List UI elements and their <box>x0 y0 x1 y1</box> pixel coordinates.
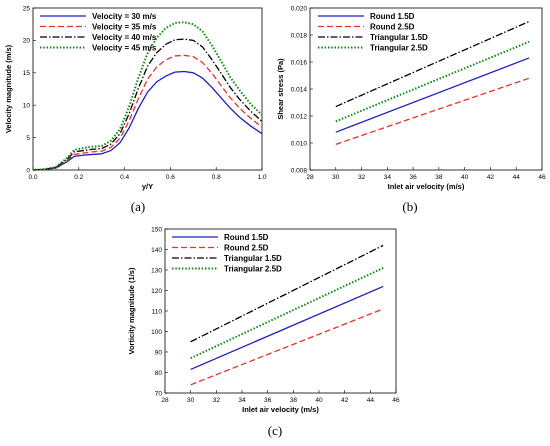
series-line-3 <box>190 244 384 343</box>
series-line-2 <box>335 77 530 145</box>
legend-label-3: Triangular 1.5D <box>224 254 282 263</box>
x-tick-label: 28 <box>306 174 314 181</box>
y-tick-label: 20 <box>23 38 31 45</box>
x-tick-label: 42 <box>341 397 349 404</box>
x-tick-label: 30 <box>332 174 340 181</box>
chart-caption: (c) <box>268 423 282 438</box>
chart-b-shear-stress: 28 30 32 34 36 38 40 42 44 46 0.008 0.010 0.012 0.014… <box>276 5 546 214</box>
y-tick-label: 80 <box>155 370 163 377</box>
y-tick-label: 120 <box>151 288 162 295</box>
chart-caption: (b) <box>402 199 417 214</box>
legend-label-2: Round 2.5D <box>370 23 415 32</box>
y-axis-label: Velocity magnitude (m/s) <box>4 44 13 133</box>
x-tick-label: 40 <box>461 174 469 181</box>
x-tick-label: 28 <box>161 397 169 404</box>
y-tick-label: 0.018 <box>291 32 308 39</box>
legend-label-4: Triangular 2.5D <box>224 265 282 274</box>
chart-c-vorticity: 28 30 32 34 36 38 40 42 44 46 70 80 90 100 110 120 130 14… <box>127 226 400 438</box>
y-tick-label: 0.014 <box>291 86 308 93</box>
x-tick-label: 32 <box>358 174 366 181</box>
y-tick-label: 110 <box>152 308 163 315</box>
plot-frame <box>32 7 263 171</box>
x-tick-label: 40 <box>315 397 323 404</box>
x-tick-label: 34 <box>384 174 392 181</box>
x-tick-label: 36 <box>409 174 417 181</box>
x-tick-label: 38 <box>290 397 298 404</box>
y-tick-label: 5 <box>26 135 30 142</box>
series-line-3 <box>335 20 530 108</box>
series-line-1 <box>335 57 530 133</box>
x-axis-label: y/Y <box>142 182 153 191</box>
series-line-4 <box>335 40 530 123</box>
x-axis-label: Inlet air velocity (m/s) <box>388 182 465 191</box>
series-line-4 <box>190 267 384 360</box>
x-tick-label: 34 <box>238 397 246 404</box>
y-tick-label: 0.020 <box>291 5 308 12</box>
y-tick-label: 0.016 <box>291 59 308 66</box>
x-tick-label: 46 <box>392 397 400 404</box>
chart-a-velocity-profile: 0.0 0.2 0.4 0.6 0.8 1.0 0 5 10 15 20 25 y/Y Velocity … <box>4 5 267 214</box>
series-line-3 <box>32 38 263 171</box>
legend-label-4: Triangular 2.5D <box>370 44 428 53</box>
y-tick-label: 140 <box>151 247 162 254</box>
legend-label-1: Round 1.5D <box>370 12 415 21</box>
y-tick-label: 0.008 <box>291 167 308 174</box>
x-tick-label: 30 <box>187 397 195 404</box>
chart-caption: (a) <box>131 199 145 214</box>
y-tick-label: 150 <box>151 226 162 233</box>
legend-label-2: Round 2.5D <box>224 244 269 253</box>
x-tick-label: 32 <box>213 397 221 404</box>
x-axis-label: Inlet air velocity (m/s) <box>242 405 319 414</box>
series-line-1 <box>32 70 263 171</box>
y-tick-label: 0.010 <box>291 140 308 147</box>
y-tick-label: 15 <box>23 70 31 77</box>
x-tick-label: 38 <box>435 174 443 181</box>
legend-label-3: Triangular 1.5D <box>370 33 428 42</box>
x-tick-label: 46 <box>538 174 546 181</box>
series-line-4 <box>32 21 263 171</box>
legend-label-1: Velocity = 30 m/s <box>92 12 157 21</box>
y-tick-label: 90 <box>155 349 163 356</box>
series-line-2 <box>190 308 384 386</box>
x-tick-label: 0.8 <box>212 174 221 181</box>
x-tick-label: 1.0 <box>257 174 266 181</box>
y-tick-label: 100 <box>151 329 162 336</box>
y-tick-label: 0 <box>26 167 30 174</box>
x-tick-label: 44 <box>513 174 521 181</box>
legend-label-4: Velocity = 45 m/s <box>92 44 157 53</box>
y-tick-label: 0.012 <box>291 113 308 120</box>
y-tick-label: 130 <box>151 267 162 274</box>
y-axis-label: Vorticity magnitude (1/s) <box>127 267 136 354</box>
x-tick-label: 36 <box>264 397 272 404</box>
x-tick-label: 42 <box>487 174 495 181</box>
y-axis-label: Shear stress (Pa) <box>276 58 285 120</box>
x-tick-label: 44 <box>367 397 375 404</box>
y-tick-label: 10 <box>23 103 31 110</box>
y-tick-label: 70 <box>155 390 163 397</box>
x-tick-label: 0.6 <box>166 174 175 181</box>
legend-label-3: Velocity = 40 m/s <box>92 33 157 42</box>
x-tick-label: 0.4 <box>120 174 129 181</box>
legend-label-2: Velocity = 35 m/s <box>92 23 157 32</box>
y-tick-label: 25 <box>23 5 31 12</box>
legend-label-1: Round 1.5D <box>224 233 269 242</box>
series-line-2 <box>32 54 263 171</box>
x-tick-label: 0.2 <box>74 174 83 181</box>
x-tick-label: 0.0 <box>28 174 37 181</box>
series-line-1 <box>190 285 384 371</box>
